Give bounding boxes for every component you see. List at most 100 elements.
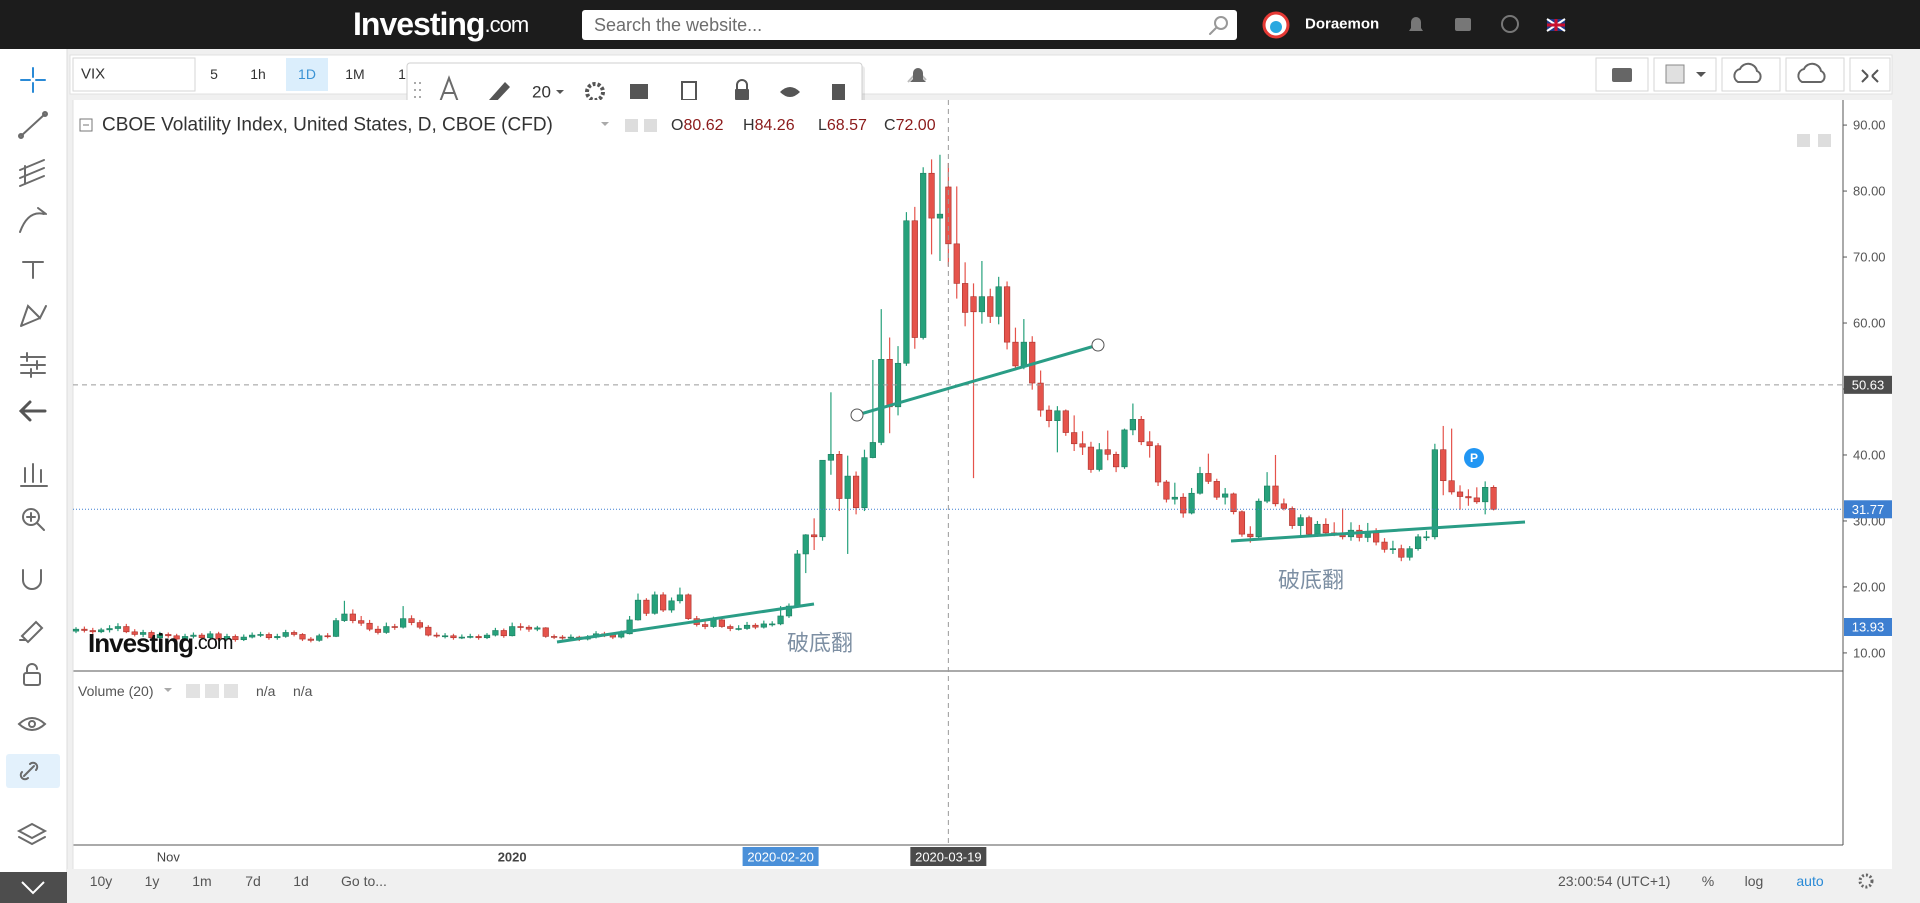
candle-body xyxy=(114,626,122,629)
event-badge[interactable] xyxy=(1464,448,1484,468)
candle-body xyxy=(1373,532,1380,543)
drawings[interactable] xyxy=(556,338,1526,644)
interval[interactable]: 1M xyxy=(345,66,364,82)
collapse-icon[interactable] xyxy=(21,881,45,895)
title-caret[interactable] xyxy=(601,122,609,126)
candle-body xyxy=(1322,523,1329,534)
candle-body xyxy=(223,636,231,640)
interval[interactable]: 5 xyxy=(210,66,218,82)
candle-body xyxy=(945,186,952,245)
lock-icon[interactable] xyxy=(735,89,749,100)
fullscreen-btn[interactable] xyxy=(1849,57,1891,92)
trend-line[interactable] xyxy=(1230,520,1526,543)
link-icon[interactable] xyxy=(19,761,39,781)
pencil-icon[interactable] xyxy=(489,82,510,104)
volume-icon[interactable] xyxy=(186,684,200,698)
legend-icon[interactable] xyxy=(644,119,657,132)
volume-caret[interactable] xyxy=(164,688,172,692)
ohlc-value: 84.26 xyxy=(755,117,795,134)
trend-line[interactable] xyxy=(856,343,1099,417)
scale-option[interactable]: auto xyxy=(1796,873,1823,889)
candle-body xyxy=(307,638,314,641)
fullscreen-icon xyxy=(1861,69,1879,83)
event-badge-label[interactable]: P xyxy=(1470,451,1478,465)
toolbar-collapse[interactable] xyxy=(0,872,67,903)
logo[interactable]: Investing.com xyxy=(353,6,529,42)
trend-handle[interactable] xyxy=(850,408,864,422)
candle-body xyxy=(1188,492,1195,514)
candle-body xyxy=(1054,410,1061,421)
logo-suffix[interactable]: .com xyxy=(484,12,529,37)
range-button[interactable]: 10y xyxy=(90,873,113,889)
color-btn[interactable] xyxy=(1653,57,1717,92)
candle-body xyxy=(383,626,390,633)
candle-body xyxy=(290,632,298,635)
candle-body xyxy=(391,626,398,628)
load-btn[interactable] xyxy=(1721,57,1781,92)
candle-body xyxy=(1448,480,1455,493)
goto[interactable]: Go to... xyxy=(341,873,387,889)
candle-body xyxy=(265,634,273,639)
candle-body xyxy=(1020,341,1027,367)
candle-body xyxy=(819,459,826,538)
search-box[interactable] xyxy=(582,10,1237,40)
tool-icons[interactable] xyxy=(17,67,48,731)
range-button[interactable]: 7d xyxy=(245,873,261,889)
candle-body xyxy=(1138,419,1145,443)
candle-body xyxy=(123,626,130,633)
candle-body xyxy=(98,629,105,633)
link-tool-bg[interactable] xyxy=(6,754,60,788)
watermark-suffix: .com xyxy=(193,632,233,654)
candle-body xyxy=(475,636,482,639)
briefcase-icon[interactable] xyxy=(1455,18,1471,31)
trend-handle[interactable] xyxy=(1091,338,1105,352)
eye-icon[interactable] xyxy=(780,87,800,97)
symbol-box[interactable] xyxy=(72,57,196,92)
interval[interactable]: 1 xyxy=(398,66,406,82)
annotation[interactable]: 破底翻 xyxy=(1278,568,1344,593)
trash-icon[interactable] xyxy=(832,84,845,100)
search-placeholder[interactable]: Search the website... xyxy=(594,15,762,35)
settings-icon[interactable] xyxy=(1858,873,1874,889)
candle-body xyxy=(349,613,356,621)
alert-icon[interactable] xyxy=(910,68,926,82)
x-label-box xyxy=(742,847,819,866)
trend-line[interactable] xyxy=(556,602,815,644)
font-size[interactable]: 20 xyxy=(532,83,551,102)
pane-button[interactable] xyxy=(1797,134,1810,147)
layers-icon[interactable] xyxy=(16,822,48,846)
legend-icon[interactable] xyxy=(625,119,638,132)
logo-main[interactable]: Investing xyxy=(353,6,485,42)
candle-body xyxy=(676,594,684,602)
y-tick-label: 20.00 xyxy=(1853,579,1886,594)
flag-icon[interactable] xyxy=(1546,18,1566,32)
scale-option[interactable]: % xyxy=(1702,873,1714,889)
ohlc-key: O xyxy=(671,117,683,134)
volume-icon[interactable] xyxy=(205,684,219,698)
range-button[interactable]: 1d xyxy=(293,873,309,889)
candle-body xyxy=(1146,441,1153,447)
user-name[interactable]: Doraemon xyxy=(1305,16,1379,33)
layer-icon[interactable] xyxy=(630,84,648,99)
candle-body xyxy=(1230,493,1237,513)
candle-body xyxy=(257,634,264,636)
candle-body xyxy=(72,628,80,632)
save-btn[interactable] xyxy=(1785,57,1845,92)
candle-body xyxy=(148,632,155,639)
search-icon[interactable] xyxy=(1209,16,1228,35)
interval[interactable]: 1D xyxy=(298,66,316,82)
clock-icon[interactable] xyxy=(1501,15,1519,33)
annotation[interactable]: 破底翻 xyxy=(787,631,853,656)
pane-button[interactable] xyxy=(1818,134,1831,147)
text-color-icon[interactable] xyxy=(439,75,459,103)
interval[interactable]: 1h xyxy=(250,66,266,82)
symbol[interactable]: VIX xyxy=(81,66,105,83)
volume-icon[interactable] xyxy=(224,684,238,698)
range-button[interactable]: 1m xyxy=(192,873,211,889)
candle-body xyxy=(1465,496,1472,499)
camera-icon xyxy=(1612,68,1632,82)
scale-option[interactable]: log xyxy=(1745,873,1764,889)
color-swatch xyxy=(1665,64,1685,84)
bell-icon[interactable] xyxy=(1409,17,1423,31)
range-button[interactable]: 1y xyxy=(145,873,160,889)
